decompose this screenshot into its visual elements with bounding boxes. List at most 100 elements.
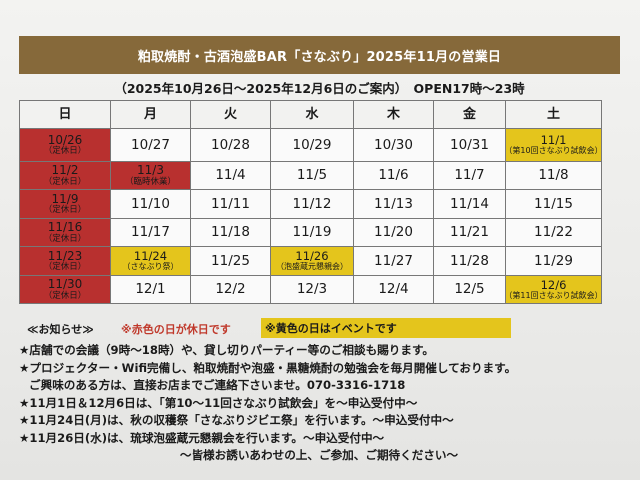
day-cell: 11/27 — [354, 247, 434, 276]
weekday-header-mon: 月 — [111, 101, 191, 129]
day-date: 10/29 — [292, 136, 332, 153]
day-cell: 11/6 — [354, 162, 434, 190]
day-cell: 10/26 （定休日） — [20, 129, 111, 162]
day-cell: 11/1 （第10回さなぶり試飲会） — [506, 129, 602, 162]
day-cell: 11/9 （定休日） — [20, 190, 111, 219]
day-note: （第10回さなぶり試飲会） — [506, 146, 602, 156]
day-cell: 10/29 — [271, 129, 354, 162]
day-cell: 11/12 — [271, 190, 354, 219]
day-cell: 11/15 — [506, 190, 602, 219]
day-date: 11/30 — [47, 277, 83, 292]
notice-awamori: ★11月26日(水)は、琉球泡盛蔵元懇親会を行います。～申込受付中～ — [19, 430, 385, 445]
day-cell: 11/14 — [434, 190, 506, 219]
day-date: 10/31 — [450, 136, 489, 153]
day-cell: 11/21 — [434, 219, 506, 247]
day-date: 11/7 — [454, 167, 485, 184]
notice-projector: ★プロジェクター・Wifi完備し、粕取焼酎や泡盛・黒糖焼酎の勉強会を毎月開催して… — [19, 360, 517, 375]
weekday-header-sat: 土 — [506, 101, 602, 129]
day-cell: 11/19 — [271, 219, 354, 247]
day-date: 10/28 — [211, 136, 250, 153]
day-note: （定休日） — [43, 233, 87, 244]
day-date: 10/27 — [131, 136, 170, 153]
day-cell: 11/13 — [354, 190, 434, 219]
day-cell: 12/6 （第11回さなぶり試飲会） — [506, 276, 602, 304]
day-date: 11/26 — [295, 249, 329, 264]
day-cell: 12/5 — [434, 276, 506, 304]
day-date: 11/22 — [534, 224, 573, 241]
day-note: （定休日） — [43, 205, 87, 216]
notice-gibier: ★11月24日(月)は、秋の収穫祭「さなぶりジビエ祭」を行います。～申込受付中～ — [19, 413, 454, 427]
day-cell: 11/7 — [434, 162, 506, 190]
day-date: 11/20 — [374, 224, 413, 241]
day-date: 11/4 — [215, 167, 246, 184]
day-date: 11/25 — [211, 252, 250, 269]
day-date: 11/11 — [211, 195, 250, 212]
day-date: 11/12 — [292, 195, 332, 212]
day-date: 11/21 — [450, 224, 489, 241]
calendar-grid: 日 月 火 水 木 金 土 10/26 （定休日） 10/27 10/28 10/29 1… — [19, 100, 602, 304]
weekday-header-tue: 火 — [191, 101, 271, 129]
day-date: 11/13 — [374, 195, 413, 212]
day-date: 11/6 — [378, 167, 409, 184]
day-cell: 11/22 — [506, 219, 602, 247]
day-cell: 10/31 — [434, 129, 506, 162]
day-date: 11/1 — [540, 133, 567, 148]
day-note: （定休日） — [43, 146, 87, 157]
day-date: 11/19 — [292, 224, 332, 241]
day-cell: 12/4 — [354, 276, 434, 304]
day-date: 12/5 — [454, 281, 485, 298]
day-note: （第11回さなぶり試飲会） — [506, 290, 602, 300]
day-cell: 11/30 （定休日） — [20, 276, 111, 304]
page-title: 粕取焼酎・古酒泡盛BAR「さなぶり」2025年11月の営業日 — [19, 36, 620, 74]
day-date: 11/8 — [538, 167, 569, 184]
day-note: （定休日） — [43, 176, 87, 187]
day-cell: 11/23 （定休日） — [20, 247, 111, 276]
notice-tasting: ★11月1日＆12月6日は、「第10～11回さなぶり試飲会」を～申込受付中～ — [19, 395, 418, 410]
day-note: （定休日） — [43, 262, 87, 273]
day-date: 11/3 — [137, 163, 164, 178]
notice-meeting: ★店舗での会議（9時～18時）や、貸し切りパーティー等のご相談も賜ります。 — [19, 343, 434, 357]
weekday-header-sun: 日 — [20, 101, 111, 129]
day-date: 11/16 — [47, 220, 83, 235]
day-cell: 11/20 — [354, 219, 434, 247]
day-note: （定休日） — [43, 290, 87, 301]
event-legend: ※黄色の日はイベントです — [261, 318, 511, 338]
day-cell: 11/18 — [191, 219, 271, 247]
day-cell: 11/5 — [271, 162, 354, 190]
day-date: 11/5 — [296, 167, 328, 184]
notice-closing: ～皆様お誘いあわせの上、ご参加、ご期待ください～ — [179, 448, 459, 462]
day-cell: 11/26 （泡盛蔵元懇親会） — [271, 247, 354, 276]
day-cell: 12/2 — [191, 276, 271, 304]
weekday-header-thu: 木 — [354, 101, 434, 129]
day-date: 11/17 — [131, 224, 170, 241]
day-date: 12/4 — [378, 281, 409, 298]
day-cell: 11/16 （定休日） — [20, 219, 111, 247]
day-date: 11/23 — [47, 248, 83, 263]
day-date: 11/2 — [51, 163, 79, 178]
day-note: （泡盛蔵元懇親会） — [276, 262, 348, 272]
day-date: 12/6 — [540, 277, 567, 292]
day-cell: 11/24 （さなぶり祭） — [111, 247, 191, 276]
day-date: 11/27 — [374, 252, 413, 269]
day-date: 10/26 — [47, 132, 83, 147]
day-date: 11/18 — [211, 224, 250, 241]
day-cell: 11/17 — [111, 219, 191, 247]
notice-list: ★店舗での会議（9時～18時）や、貸し切りパーティー等のご相談も賜ります。 ★プ… — [19, 342, 619, 465]
day-date: 11/10 — [131, 195, 170, 212]
day-date: 11/28 — [450, 252, 489, 269]
day-cell: 12/1 — [111, 276, 191, 304]
day-cell: 11/25 — [191, 247, 271, 276]
day-cell: 11/2 （定休日） — [20, 162, 111, 190]
day-date: 11/14 — [450, 195, 489, 212]
day-date: 11/9 — [51, 191, 79, 206]
day-note: （臨時休業） — [124, 176, 176, 187]
day-date: 11/15 — [534, 195, 573, 212]
day-cell: 11/3 （臨時休業） — [111, 162, 191, 190]
schedule-subtitle: （2025年10月26日～2025年12月6日のご案内） OPEN17時～23時 — [114, 80, 525, 96]
notice-contact: ご興味のある方は、直接お店までご連絡下さいませ。070-3316-1718 — [29, 378, 406, 392]
day-date: 10/30 — [374, 136, 413, 153]
day-date: 12/1 — [135, 281, 166, 298]
notice-heading: ≪お知らせ≫ — [27, 323, 94, 336]
day-cell: 11/11 — [191, 190, 271, 219]
